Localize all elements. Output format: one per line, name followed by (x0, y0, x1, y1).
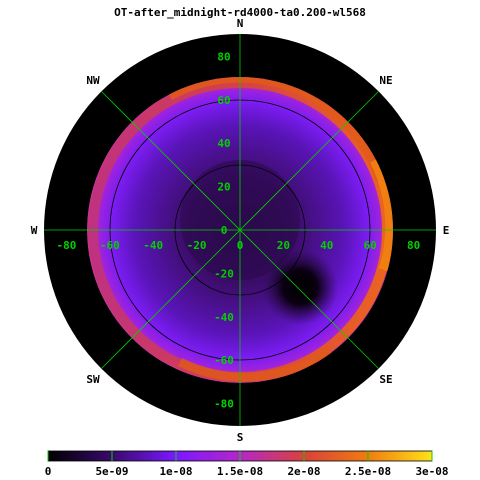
compass-n: N (237, 17, 244, 30)
horizontal-tick-label: -40 (143, 239, 163, 252)
vertical-tick-label: 40 (217, 137, 230, 150)
colorbar-tick-label: 3e-08 (415, 465, 448, 478)
horizontal-tick-label: -20 (187, 239, 207, 252)
compass-sw: SW (86, 373, 100, 386)
vertical-tick-labels: -80 -60 -40 -20 0 20 40 60 80 (214, 50, 234, 410)
horizontal-tick-label: -60 (100, 239, 120, 252)
horizontal-tick-labels: -80 -60 -40 -20 0 20 40 60 80 (56, 239, 420, 252)
grid-line-ne-sw (100, 90, 380, 370)
horizontal-tick-label: 60 (364, 239, 377, 252)
compass-e: E (443, 224, 450, 237)
vertical-tick-label: -60 (214, 354, 234, 367)
horizontal-tick-label: 20 (277, 239, 290, 252)
colorbar-tick-label: 2e-08 (287, 465, 320, 478)
horizontal-tick-label: -80 (56, 239, 76, 252)
dark-spot (262, 249, 338, 325)
bright-limb-north (167, 77, 385, 182)
colorbar-ticks: 0 5e-09 1e-08 1.5e-08 2e-08 2.5e-08 3e-08 (45, 451, 449, 478)
compass-se: SE (379, 373, 392, 386)
colorbar-tick-label: 1.5e-08 (217, 465, 263, 478)
vertical-tick-label: 0 (221, 224, 228, 237)
vertical-tick-label: -40 (214, 311, 234, 324)
compass-s: S (237, 431, 244, 444)
colorbar-tick-label: 1e-08 (159, 465, 192, 478)
vertical-tick-label: 60 (217, 94, 230, 107)
vertical-tick-label: -20 (214, 267, 234, 280)
vertical-tick-label: 20 (217, 181, 230, 194)
vertical-tick-label: -80 (214, 398, 234, 411)
compass-labels: N S E W NE NW SE SW (31, 17, 450, 444)
horizontal-tick-label: 80 (407, 239, 420, 252)
colorbar-tick-label: 5e-09 (95, 465, 128, 478)
horizontal-tick-label: 40 (320, 239, 333, 252)
bright-limb-east (370, 157, 393, 272)
vertical-tick-label: 80 (217, 50, 230, 63)
grid-lines (44, 34, 436, 426)
chart-title: OT-after_midnight-rd4000-ta0.200-wl568 (114, 6, 366, 19)
horizontal-tick-label: 0 (237, 239, 244, 252)
bright-limb-south (178, 346, 333, 382)
compass-ne: NE (379, 74, 392, 87)
colorbar-tick-label: 2.5e-08 (345, 465, 391, 478)
compass-nw: NW (86, 74, 100, 87)
colorbar-tick-label: 0 (45, 465, 52, 478)
compass-w: W (31, 224, 38, 237)
